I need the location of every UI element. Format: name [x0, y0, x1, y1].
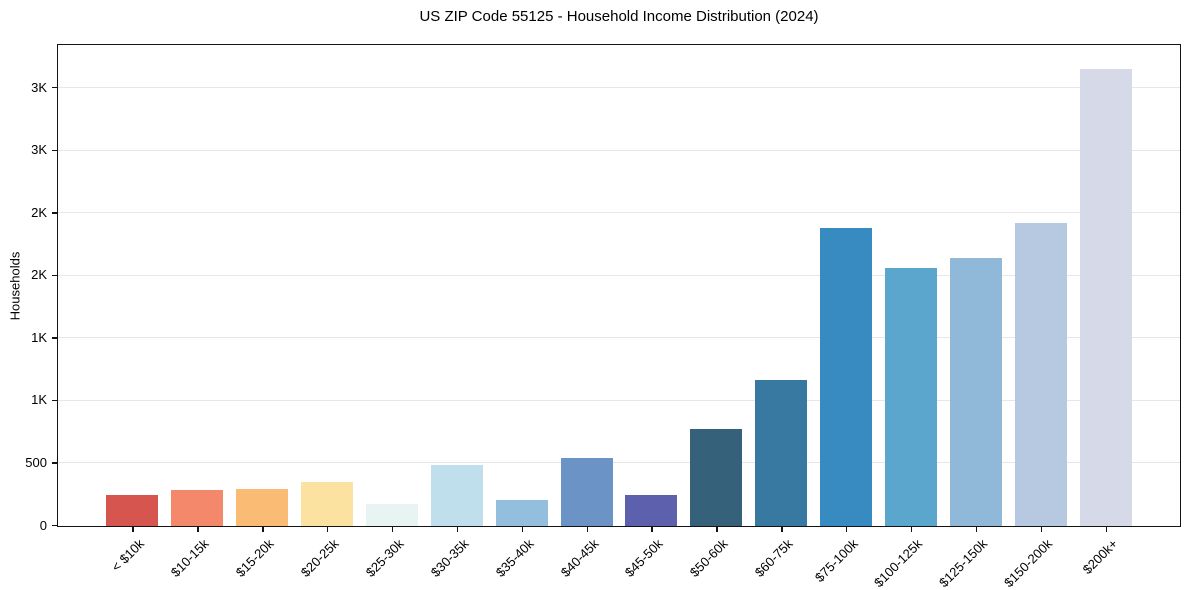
bar-100-125k [884, 267, 937, 526]
y-axis-label: Households [7, 251, 23, 321]
x-tick-mark [781, 527, 783, 532]
bar-150-200k [1014, 223, 1067, 526]
bar-slot: < $10k [100, 45, 165, 574]
x-tick-label: $200k+ [1079, 536, 1121, 578]
x-tick-label: $75-100k [811, 536, 861, 585]
x-tick-mark [262, 527, 264, 532]
bar-slot: $10-15k [165, 45, 230, 580]
bar-25-30k [365, 504, 418, 526]
bar-10-15k [171, 490, 224, 526]
x-tick-mark [651, 527, 653, 532]
bar-45-50k [625, 494, 678, 526]
x-tick-label: < $10k [108, 536, 148, 575]
gridline [58, 462, 1180, 464]
bar-slot: $25-30k [360, 45, 425, 580]
x-tick-label: $125-150k [936, 536, 991, 590]
x-tick-label: $20-25k [297, 536, 342, 580]
bar-30-35k [430, 465, 483, 526]
x-tick-mark [456, 527, 459, 532]
bar-125-150k [949, 258, 1002, 526]
x-tick-label: $50-60k [687, 536, 731, 580]
y-tick-label: 1K [31, 392, 47, 408]
bar-50-60k [690, 429, 743, 526]
x-tick-mark [846, 527, 848, 532]
bar-slot: $40-45k [554, 45, 619, 580]
bar-slot: $20-25k [295, 45, 360, 580]
x-tick-mark [1040, 527, 1043, 532]
gridline [58, 212, 1180, 214]
bar-slot: $100-125k [871, 45, 944, 590]
bar-slot: $75-100k [812, 45, 879, 585]
bar-slot: $15-20k [230, 45, 295, 580]
bar-slot: $35-40k [489, 45, 554, 580]
gridline [58, 337, 1180, 339]
bar-slot: $150-200k [1001, 45, 1073, 590]
bar-60-75k [755, 380, 808, 526]
bar-slot: $45-50k [619, 45, 684, 580]
x-tick-label: $45-50k [622, 536, 667, 580]
x-tick-label: $60-75k [751, 536, 796, 580]
x-tick-label: $30-35k [427, 536, 472, 580]
x-tick-label: $15-20k [232, 536, 277, 580]
bar-slot: $60-75k [749, 45, 814, 580]
bar-slot: $50-60k [684, 45, 749, 580]
x-tick-mark [391, 527, 394, 532]
x-tick-mark [521, 527, 524, 532]
x-tick-mark [975, 527, 978, 532]
y-tick-label: 500 [25, 454, 47, 470]
bar-35-40k [495, 499, 548, 526]
x-tick-label: $100-125k [871, 536, 926, 590]
plot-area: < $10k $10-15k $15-20k $20-25k $25-30k $30-35… [57, 44, 1181, 590]
gridline [58, 87, 1180, 89]
bar-40-45k [560, 458, 613, 526]
y-tick-label: 1K [31, 329, 47, 345]
x-tick-mark [327, 527, 329, 532]
bar-20-25k [301, 482, 353, 526]
gridline [58, 274, 1180, 276]
gridline [58, 399, 1180, 401]
x-tick-mark [910, 527, 913, 532]
x-tick-mark [1105, 527, 1107, 532]
y-tick-label: 2K [31, 204, 47, 220]
y-tick-label: 3K [31, 79, 47, 95]
x-tick-label: $10-15k [168, 536, 212, 580]
chart-title: US ZIP Code 55125 - Household Income Dis… [419, 8, 819, 25]
x-tick-label: $25-30k [362, 536, 407, 580]
bar-slot: $125-150k [936, 45, 1008, 590]
bar-200k [1079, 68, 1132, 526]
x-tick-mark [132, 527, 134, 532]
bar-75-100k [820, 227, 872, 526]
y-tick-label: 3K [31, 142, 47, 158]
bar-slot: $30-35k [424, 45, 489, 580]
bars-layer: < $10k $10-15k $15-20k $20-25k $25-30k $30-35… [58, 45, 1180, 590]
y-tick-label: 0 [39, 517, 47, 533]
x-tick-mark [586, 527, 588, 532]
bar-10k [106, 495, 159, 526]
x-tick-label: $150-200k [1001, 536, 1056, 590]
x-tick-label: $40-45k [557, 536, 602, 580]
bar-15-20k [236, 489, 289, 526]
bar-slot: $200k+ [1073, 45, 1138, 577]
x-tick-mark [716, 527, 718, 532]
gridline [58, 149, 1180, 151]
gridline-layer [58, 45, 1180, 526]
x-tick-mark [197, 527, 199, 532]
x-tick-label: $35-40k [492, 536, 537, 580]
